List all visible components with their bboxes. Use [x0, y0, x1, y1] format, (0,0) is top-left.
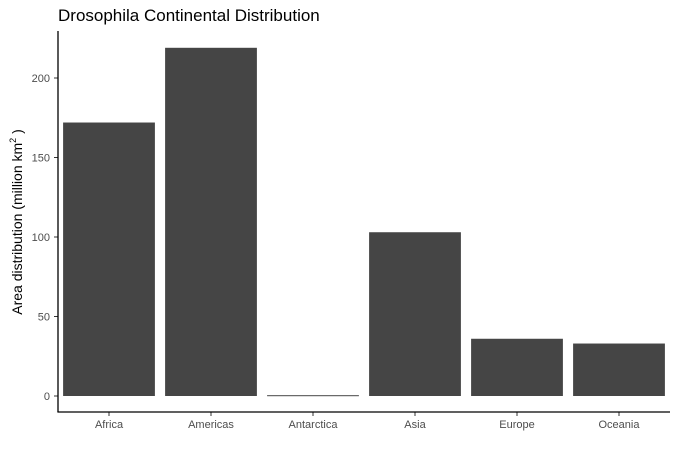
bar-asia — [369, 232, 461, 396]
y-axis-ticks: 0 50 100 150 200 — [32, 73, 58, 403]
x-tick-label: Americas — [188, 419, 234, 431]
y-axis-title-main: Area distribution (million km — [9, 143, 25, 315]
bar-europe — [471, 338, 563, 396]
y-tick-label: 50 — [38, 312, 50, 324]
y-axis-title: Area distribution (million km2 ) — [8, 129, 25, 315]
chart-title: Drosophila Continental Distribution — [58, 6, 320, 25]
x-tick-label: Asia — [404, 419, 426, 431]
x-tick-label: Europe — [499, 419, 534, 431]
x-tick-label: Oceania — [599, 419, 641, 431]
y-tick-label: 100 — [32, 232, 50, 244]
x-tick-label: Africa — [95, 419, 124, 431]
bar-africa — [63, 122, 155, 397]
bar-oceania — [573, 343, 665, 396]
bar-americas — [165, 47, 257, 396]
bar-antarctica — [267, 395, 359, 397]
x-axis-ticks: Africa Americas Antarctica Asia Europe Oceani… — [95, 412, 640, 431]
bars-group — [63, 47, 665, 397]
y-axis-title-superscript: 2 — [8, 138, 18, 143]
y-tick-label: 150 — [32, 153, 50, 165]
y-tick-label: 200 — [32, 73, 50, 85]
y-tick-label: 0 — [44, 391, 50, 403]
y-axis-title-suffix: ) — [9, 129, 25, 138]
x-tick-label: Antarctica — [289, 419, 339, 431]
